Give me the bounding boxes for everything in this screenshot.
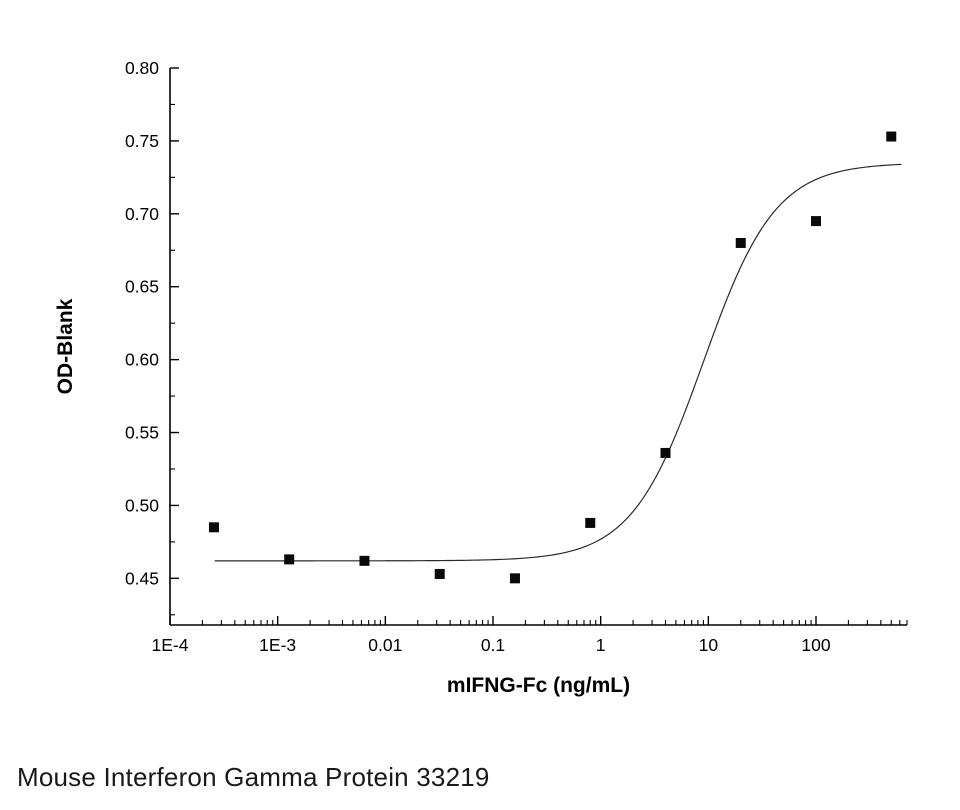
data-point [811, 216, 822, 227]
chart-canvas: 1E-4 1E-3 0.01 0.1 1 10 100 0.45 0.50 0.55 0.60 0.6… [54, 58, 908, 697]
y-tick-label: 0.50 [125, 495, 159, 515]
data-point [660, 447, 671, 458]
y-tick-label: 0.80 [125, 58, 159, 78]
data-point [208, 522, 219, 533]
x-tick-label: 0.01 [368, 635, 402, 655]
x-axis-title: mIFNG-Fc (ng/mL) [447, 674, 630, 697]
tick-labels: 1E-4 1E-3 0.01 0.1 1 10 100 0.45 0.50 0.55 0.60 0.6… [125, 58, 831, 655]
x-tick-label: 100 [801, 635, 830, 655]
y-tick-label: 0.60 [125, 350, 159, 370]
x-tick-label: 0.1 [481, 635, 505, 655]
axes [169, 68, 907, 626]
y-tick-label: 0.55 [125, 423, 159, 443]
y-tick-label: 0.75 [125, 131, 159, 151]
data-point [886, 131, 897, 142]
data-point [585, 517, 596, 528]
figure-caption: Mouse Interferon Gamma Protein 33219 [17, 762, 490, 792]
y-tick-label: 0.70 [125, 204, 159, 224]
fit-curve [214, 163, 902, 562]
data-point [735, 237, 746, 248]
data-point [359, 555, 370, 566]
x-tick-label: 1E-4 [152, 635, 189, 655]
tick-marks [169, 67, 908, 625]
y-tick-label: 0.45 [125, 568, 159, 588]
dose-response-chart: 1E-4 1E-3 0.01 0.1 1 10 100 0.45 0.50 0.55 0.60 0.6… [54, 58, 908, 697]
x-tick-label: 10 [699, 635, 719, 655]
y-tick-label: 0.65 [125, 277, 159, 297]
data-point [434, 568, 445, 579]
data-points [208, 131, 897, 584]
data-point [509, 573, 520, 584]
x-tick-label: 1E-3 [259, 635, 296, 655]
y-axis-title: OD-Blank [54, 298, 77, 394]
fit-curve-path [214, 163, 902, 562]
data-point [284, 554, 295, 565]
x-tick-label: 1 [596, 635, 606, 655]
